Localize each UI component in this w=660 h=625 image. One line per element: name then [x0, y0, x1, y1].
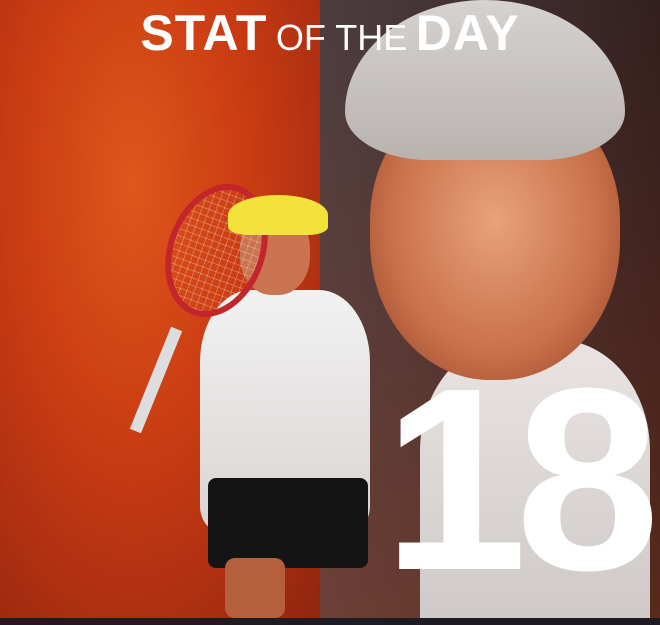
- headline-stat: STAT: [140, 5, 268, 61]
- headline-day: DAY: [415, 5, 520, 61]
- stat-number: 18: [382, 335, 660, 625]
- player-yellow-cap: [228, 195, 328, 235]
- headline: STAT OF THE DAY: [0, 4, 660, 62]
- headline-of-the: OF THE: [275, 17, 408, 58]
- portrait-shirt: [420, 340, 650, 618]
- player-shorts: [208, 478, 368, 568]
- player-leg: [225, 558, 285, 618]
